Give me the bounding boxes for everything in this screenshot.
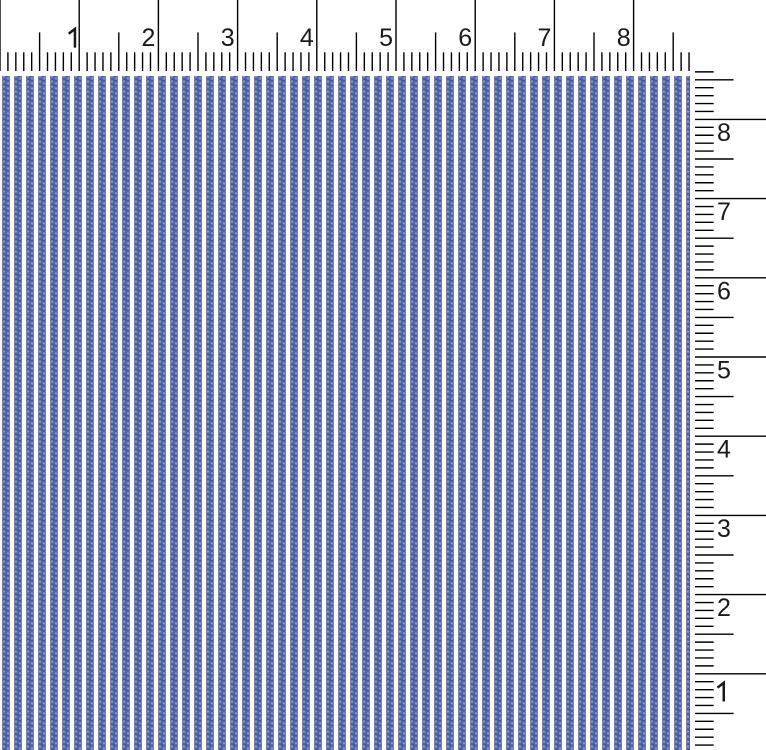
svg-text:7: 7 [717, 198, 731, 226]
svg-text:2: 2 [141, 24, 155, 52]
svg-text:3: 3 [221, 24, 235, 52]
svg-text:4: 4 [717, 436, 731, 464]
svg-text:8: 8 [617, 24, 631, 52]
svg-text:6: 6 [717, 277, 731, 305]
svg-text:4: 4 [300, 24, 314, 52]
svg-text:6: 6 [458, 24, 472, 52]
svg-text:3: 3 [717, 515, 731, 543]
svg-text:5: 5 [717, 357, 731, 385]
svg-text:2: 2 [717, 594, 731, 622]
svg-text:7: 7 [537, 24, 551, 52]
svg-text:8: 8 [717, 119, 731, 147]
svg-text:5: 5 [379, 24, 393, 52]
